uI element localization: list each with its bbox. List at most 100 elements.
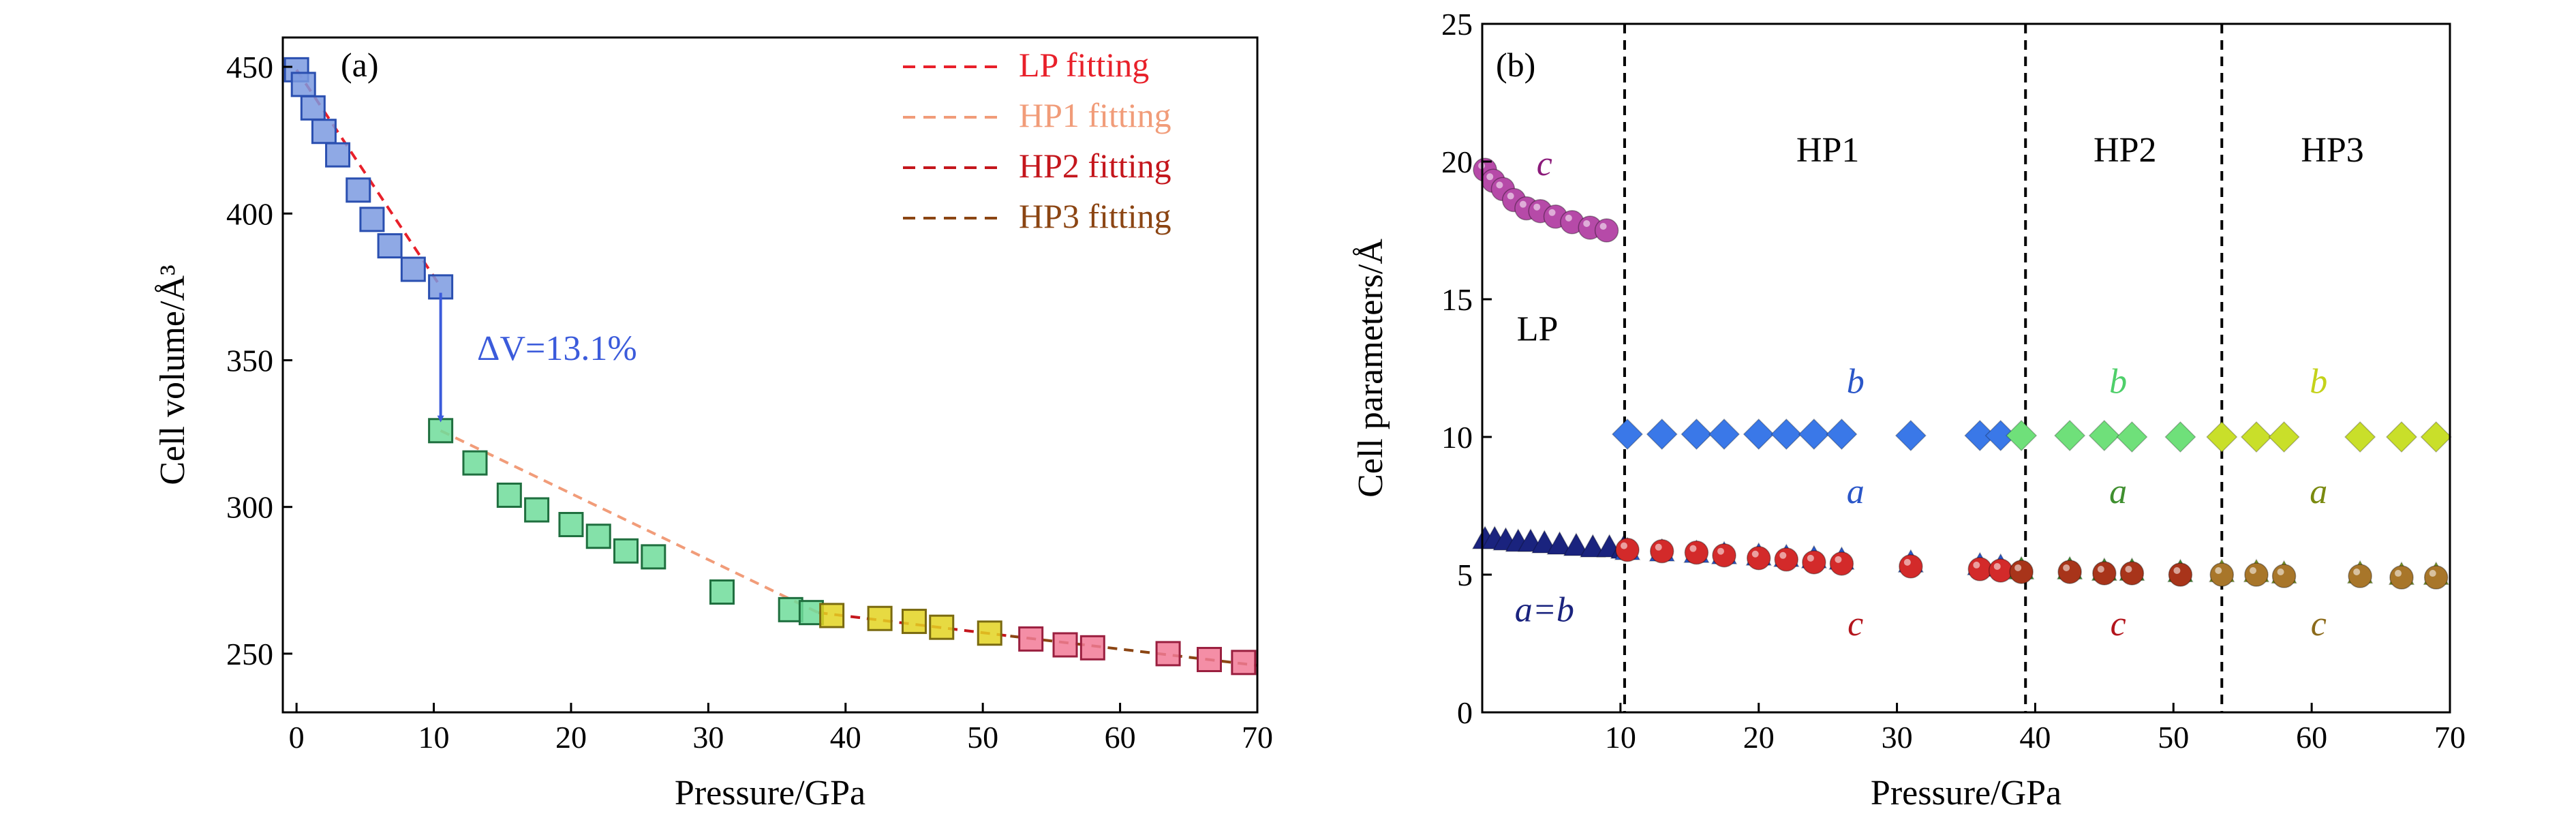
x-tick-label: 70 <box>1242 720 1273 755</box>
x-tick-label: 20 <box>555 720 587 755</box>
x-tick-label: 30 <box>1882 720 1913 755</box>
y-tick-label: 20 <box>1441 145 1473 179</box>
param-point-hp1-c <box>1712 543 1736 568</box>
panel-a: 0 10 20 30 40 50 60 70 250 300 350 400 450 (a) Pres… <box>153 36 1273 813</box>
x-tick-label: 70 <box>2434 720 2466 755</box>
param-point-hp2-b <box>2164 421 2196 453</box>
param-point-hp2-b <box>2054 419 2086 452</box>
y-tick-label: 15 <box>1441 282 1473 317</box>
x-tick-label: 40 <box>2019 720 2051 755</box>
param-label: a <box>2310 472 2327 511</box>
param-point-hp1-c-highlight <box>1621 542 1627 549</box>
param-point-lp-c-highlight <box>1565 214 1572 222</box>
legend-label: LP fitting <box>1019 46 1149 84</box>
param-point-hp1-b <box>1611 418 1644 451</box>
param-point-lp-ab <box>1563 532 1590 556</box>
legend-label: HP2 fitting <box>1019 147 1171 185</box>
param-point-hp1-b <box>1743 418 1775 451</box>
param-point-hp2-c <box>2119 561 2145 586</box>
param-point-hp2-c-highlight <box>2125 565 2132 573</box>
param-point-hp2-c <box>2092 561 2117 586</box>
volume-point-hp1 <box>613 538 639 564</box>
x-tick-label: 20 <box>1743 720 1775 755</box>
param-point-hp1-b <box>1964 419 1996 452</box>
param-point-hp1-c-highlight <box>1903 558 1911 566</box>
param-point-lp-c-highlight <box>1486 173 1494 181</box>
region-label-hp2: HP2 <box>2094 131 2156 170</box>
volume-point-hp1 <box>496 482 522 508</box>
param-point-lp-c <box>1594 218 1619 243</box>
param-point-hp1-b <box>1826 418 1858 451</box>
param-point-hp1-c-highlight <box>1655 543 1662 551</box>
panel-a-label: (a) <box>341 46 379 84</box>
param-point-hp3-c <box>2244 562 2269 587</box>
volume-point-hp1 <box>428 418 454 444</box>
param-point-hp1-c <box>1746 546 1771 571</box>
fit-line-hp3 <box>1010 635 1258 667</box>
volume-point-hp1 <box>641 544 666 570</box>
volume-point-hp1 <box>778 596 803 622</box>
param-point-hp1-c-highlight <box>1973 561 1980 569</box>
volume-point-hp2 <box>977 620 1002 646</box>
volume-point-hp2 <box>867 605 893 631</box>
panel-a-fits <box>295 69 1258 667</box>
param-point-hp3-c-highlight <box>2429 570 2436 577</box>
panel-b: 10 20 30 40 50 60 70 0 5 10 15 20 25 (b) Pressure/G… <box>1351 7 2466 813</box>
param-label: a=b <box>1515 591 1574 630</box>
param-point-hp1-c <box>1684 540 1709 565</box>
param-point-hp1-c <box>1649 539 1674 564</box>
panel-b-region-labels: LP HP1 HP2 HP3 <box>1517 131 2364 349</box>
param-point-hp2-c-highlight <box>2063 564 2070 571</box>
param-point-hp1-b <box>1895 419 1927 452</box>
param-label: c <box>1537 145 1552 183</box>
param-point-hp3-b <box>2420 421 2452 453</box>
param-point-hp2-b <box>2006 419 2038 452</box>
x-tick-label: 30 <box>692 720 724 755</box>
volume-point-hp3 <box>1018 626 1044 652</box>
param-point-hp1-c-highlight <box>1751 550 1759 558</box>
panel-b-param-labels: c a=b b a c b a c b a c <box>1515 145 2328 643</box>
param-point-lp-c-highlight <box>1533 203 1541 211</box>
panel-a-legend: LP fitting HP1 fitting HP2 fitting HP3 fitt… <box>903 46 1171 235</box>
param-point-hp2-c-highlight <box>2097 565 2104 573</box>
volume-point-lp <box>300 95 326 121</box>
param-point-hp2-b <box>2116 421 2148 453</box>
param-point-lp-ab <box>1546 531 1573 555</box>
volume-point-hp3 <box>1052 632 1078 658</box>
param-label: a <box>2109 472 2127 511</box>
param-point-hp2-b <box>2088 419 2120 452</box>
param-point-lp-c-highlight <box>1496 181 1503 189</box>
legend-label: HP3 fitting <box>1019 197 1171 235</box>
delta-v-annotation: ΔV=13.1% <box>477 329 637 368</box>
param-point-hp3-c-highlight <box>2277 569 2284 576</box>
param-point-hp3-c <box>2423 565 2449 590</box>
volume-point-hp1 <box>585 524 611 549</box>
panel-a-frame <box>281 36 1259 714</box>
param-point-hp1-c <box>1615 537 1640 562</box>
volume-point-lp <box>359 207 385 232</box>
volume-point-hp1 <box>558 512 584 538</box>
param-point-hp1-c-highlight <box>1717 547 1724 555</box>
param-label: b <box>1847 362 1865 401</box>
param-point-hp3-c <box>2271 564 2297 588</box>
panel-b-phase-boundaries <box>1623 24 2224 712</box>
y-tick-label: 450 <box>226 50 273 85</box>
param-point-lp-c-highlight <box>1548 209 1556 216</box>
param-label: b <box>2109 362 2127 401</box>
panel-b-frame <box>1481 22 2451 714</box>
panel-a-points <box>283 57 1257 676</box>
param-point-hp2-c <box>2168 562 2193 587</box>
volume-point-lp <box>377 233 403 259</box>
x-tick-label: 0 <box>289 720 305 755</box>
param-label: c <box>1847 605 1863 643</box>
param-point-hp3-b <box>2344 421 2376 453</box>
param-point-hp3-b <box>2240 421 2273 453</box>
x-tick-label: 40 <box>830 720 861 755</box>
param-point-hp2-c <box>2057 560 2082 584</box>
region-label-hp3: HP3 <box>2301 131 2363 170</box>
param-point-hp3-c-highlight <box>2215 567 2222 574</box>
y-tick-label: 5 <box>1457 558 1473 592</box>
param-point-hp3-b <box>2268 421 2300 453</box>
fit-line-lp <box>295 69 442 288</box>
param-point-hp1-c <box>1829 551 1854 576</box>
